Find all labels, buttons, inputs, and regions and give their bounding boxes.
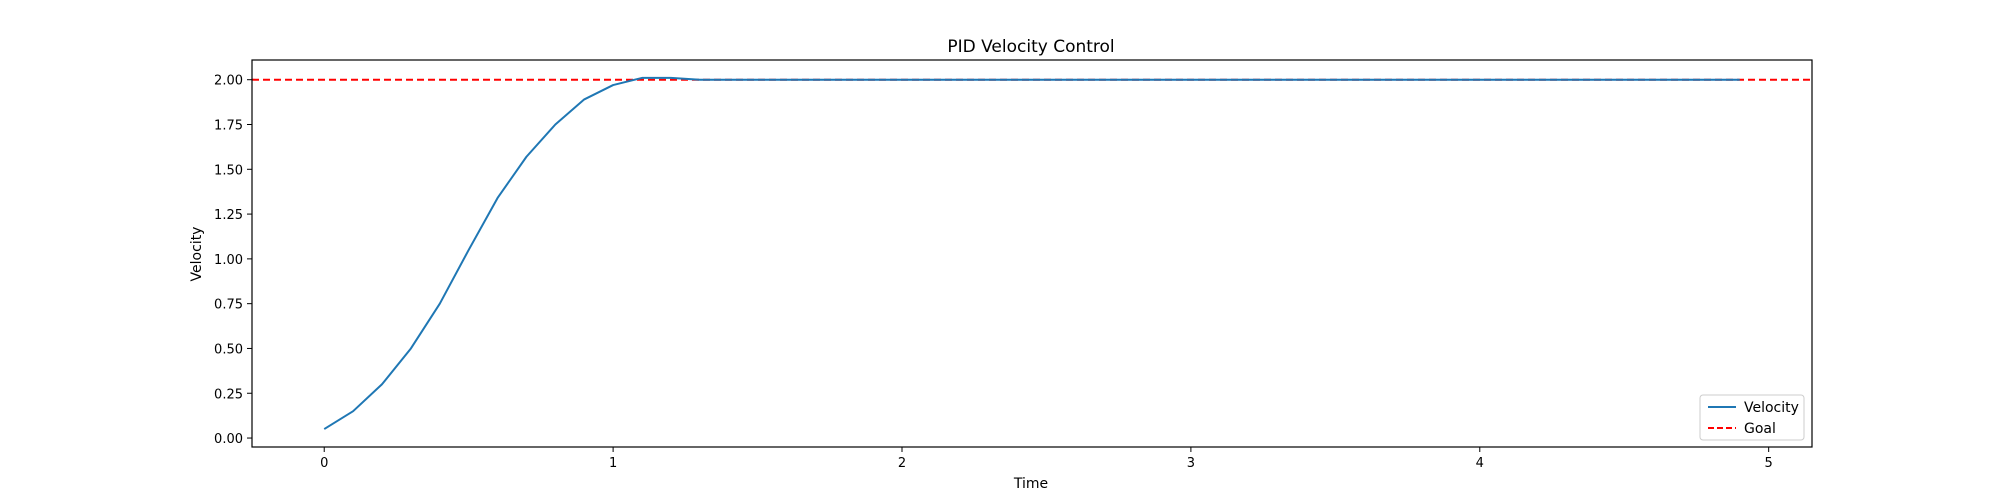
x-tick-label: 0 [320,456,328,471]
legend-label-velocity: Velocity [1744,400,1799,416]
x-axis-label: Time [1013,476,1048,492]
y-tick-label: 0.25 [214,387,243,402]
x-tick-label: 1 [609,456,617,471]
x-tick-label: 3 [1187,456,1195,471]
y-axis-label: Velocity [189,227,205,282]
x-tick-label: 5 [1765,456,1773,471]
legend-label-goal: Goal [1744,421,1776,437]
y-tick-label: 0.00 [214,432,243,447]
chart-title: PID Velocity Control [947,37,1114,57]
y-tick-label: 1.50 [214,163,243,178]
legend: Velocity Goal [1699,394,1805,441]
x-tick-label: 2 [898,456,906,471]
y-tick-label: 0.75 [214,298,243,313]
axes-frame [251,59,1813,448]
series-line-velocity [323,76,1740,430]
y-tick-label: 1.75 [214,119,243,134]
x-tick-label: 4 [1476,456,1484,471]
y-tick-label: 1.00 [214,253,243,268]
plot-area [252,76,1812,430]
y-tick-label: 0.50 [214,342,243,357]
y-tick-label: 1.25 [214,208,243,223]
y-axis-ticks: 0.00 0.25 0.50 0.75 1.00 1.25 1.50 1.75 2.00 [214,74,252,447]
x-axis-ticks: 0 1 2 3 4 5 [320,447,1773,471]
y-tick-label: 2.00 [214,74,243,89]
